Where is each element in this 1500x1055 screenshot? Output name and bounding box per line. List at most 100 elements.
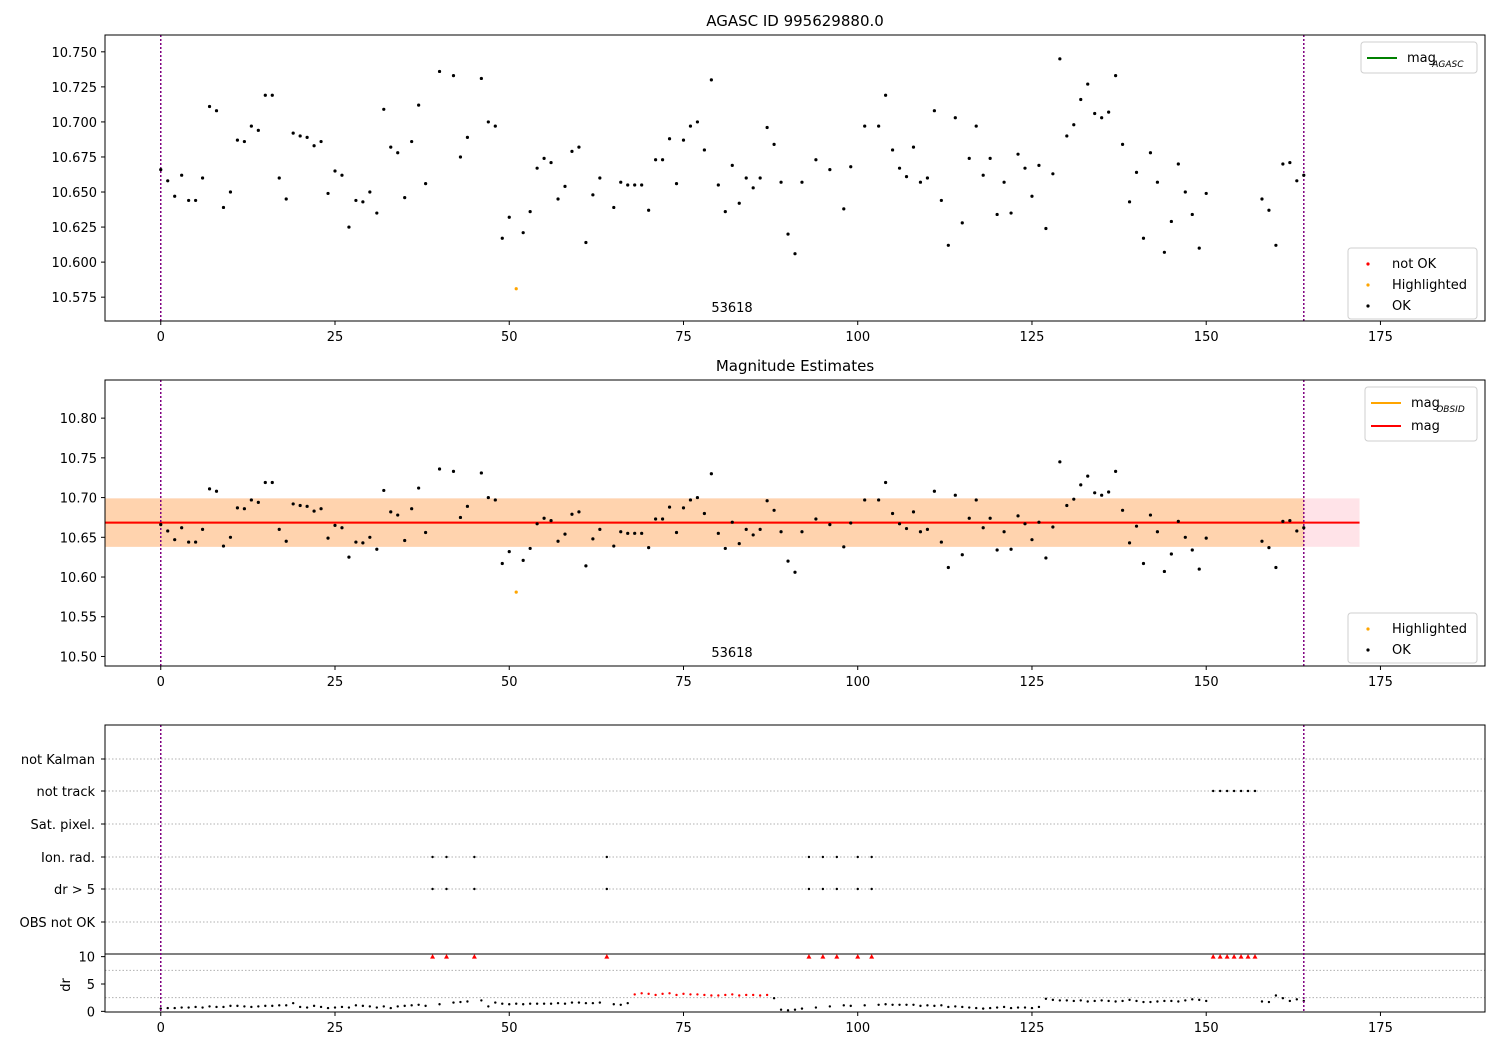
panel1-point-ok bbox=[375, 211, 379, 215]
panel1-point-ok bbox=[591, 193, 595, 197]
flag-marker bbox=[835, 887, 839, 891]
panel2-point-ok bbox=[347, 555, 351, 559]
panel1-point-ok bbox=[424, 182, 428, 186]
panel1-point-ok bbox=[1127, 200, 1132, 204]
dr-point bbox=[1072, 999, 1075, 1003]
panel1-point-ok bbox=[284, 197, 288, 201]
panel1-lower-legend-label: OK bbox=[1392, 299, 1411, 314]
dr-point bbox=[494, 1001, 497, 1004]
panel2-point-ok bbox=[1058, 460, 1062, 464]
panel2-point-ok bbox=[981, 526, 985, 530]
panel1-point-ok bbox=[890, 148, 895, 152]
panel2-point-ok bbox=[221, 544, 226, 548]
panel1-xtick-label: 75 bbox=[675, 330, 692, 345]
panel2-point-ok bbox=[563, 532, 567, 536]
panel1-point-ok bbox=[877, 124, 881, 128]
panel1-ytick-label: 10.600 bbox=[52, 256, 98, 271]
dr-point bbox=[786, 1009, 790, 1012]
flag-row-label: not track bbox=[36, 785, 95, 800]
panel1-point-ok bbox=[793, 252, 797, 256]
panel2-point-ok bbox=[368, 535, 372, 539]
panel1-point-ok bbox=[946, 243, 950, 247]
panel1-point-ok bbox=[528, 210, 532, 214]
dr-point bbox=[396, 1005, 399, 1008]
panel1-point-ok bbox=[263, 93, 267, 97]
panel1-point-ok bbox=[1197, 246, 1201, 250]
panel1-point-ok bbox=[1204, 191, 1208, 196]
panel1-point-ok bbox=[667, 137, 672, 141]
panel1-ytick-label: 10.725 bbox=[52, 81, 98, 96]
dr-point bbox=[201, 1006, 204, 1009]
dr-point bbox=[312, 1004, 316, 1008]
panel2-point-ok bbox=[159, 522, 163, 527]
panel2-point-ok bbox=[458, 515, 463, 520]
dr-point bbox=[1135, 999, 1138, 1003]
panel2-point-ok bbox=[173, 538, 177, 542]
dr-point bbox=[731, 993, 734, 996]
panel1-ytick-label: 10.625 bbox=[52, 221, 98, 236]
panel1-xtick-label: 50 bbox=[501, 330, 518, 345]
panel1-point-ok bbox=[1295, 179, 1299, 183]
panel2-ytick-label: 10.60 bbox=[60, 571, 97, 586]
dr-point bbox=[779, 1008, 783, 1011]
panel1-point-ok bbox=[326, 191, 330, 196]
dr-point bbox=[375, 1006, 379, 1009]
panel1-point-ok bbox=[1051, 172, 1055, 176]
dr-point bbox=[361, 1004, 365, 1008]
panel1-point-ok bbox=[584, 240, 588, 245]
dr-point bbox=[1086, 1000, 1089, 1003]
panel2-point-ok bbox=[849, 521, 853, 525]
panel1-point-ok bbox=[1093, 111, 1097, 116]
panel2-frame bbox=[104, 379, 1486, 667]
panel2-point-ok bbox=[389, 510, 393, 514]
panel2-point-ok bbox=[180, 526, 184, 530]
panel1-point-ok bbox=[1037, 163, 1041, 167]
panel2-point-ok bbox=[967, 516, 971, 520]
panel1-point-ok bbox=[1016, 152, 1020, 156]
panel2-point-ok bbox=[640, 531, 644, 535]
dr-point bbox=[772, 997, 776, 1000]
dr-point bbox=[347, 1006, 351, 1009]
dr-point bbox=[1030, 1006, 1034, 1010]
panel1-ytick-label: 10.575 bbox=[52, 291, 98, 306]
panel1-point-ok bbox=[256, 128, 260, 132]
dr-clipped-marker bbox=[1224, 954, 1230, 959]
panel2-point-ok bbox=[939, 540, 943, 544]
panel2-point-ok bbox=[270, 480, 274, 485]
dr-point bbox=[912, 1003, 915, 1006]
dr-point bbox=[863, 1004, 866, 1007]
panel2-point-ok bbox=[1197, 567, 1201, 571]
dr-point bbox=[285, 1004, 288, 1007]
panel2-point-ok bbox=[326, 536, 330, 540]
panel1-point-ok bbox=[904, 174, 909, 179]
panel1-point-ok bbox=[200, 176, 205, 180]
dr-point bbox=[724, 993, 727, 997]
panel1-point-ok bbox=[1107, 110, 1111, 114]
panel2-point-ok bbox=[263, 480, 267, 485]
panel2-point-ok bbox=[1162, 569, 1166, 574]
dr-point bbox=[758, 994, 762, 997]
dr-point bbox=[654, 993, 657, 997]
panel1-point-ok bbox=[884, 93, 888, 97]
panel1-point-ok bbox=[173, 194, 177, 198]
flag-marker bbox=[431, 887, 434, 891]
panel2-point-ok bbox=[946, 565, 950, 570]
flag-marker bbox=[445, 887, 448, 891]
panel1-point-ok bbox=[521, 231, 525, 235]
panel2-ytick-label: 10.50 bbox=[60, 650, 97, 665]
panel2-point-ok bbox=[674, 530, 679, 535]
dr-point bbox=[480, 999, 483, 1002]
panel1-point-ok bbox=[709, 78, 713, 82]
panel2-upper-legend-label: mag bbox=[1411, 396, 1440, 411]
panel2-lower-legend-marker bbox=[1366, 627, 1370, 631]
dr-point bbox=[633, 993, 636, 996]
panel1-point-ok bbox=[249, 124, 253, 128]
panel2-point-ok bbox=[410, 507, 414, 511]
panel1-point-ok bbox=[319, 139, 323, 144]
panel1-point-ok bbox=[542, 156, 546, 160]
panel1-frame bbox=[104, 34, 1486, 322]
panel2-point-ok bbox=[1051, 525, 1055, 529]
panel2-point-ok bbox=[702, 511, 706, 516]
panel2-point-ok bbox=[1009, 547, 1013, 551]
